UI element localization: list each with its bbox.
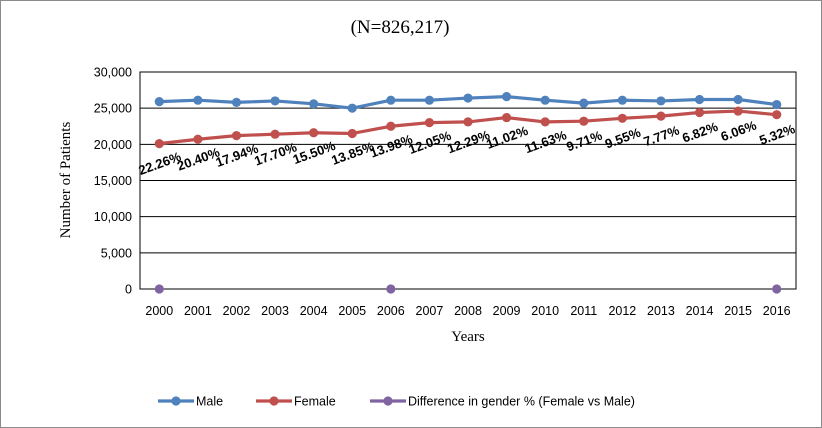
- data-point: [656, 111, 666, 121]
- data-point: [501, 112, 512, 123]
- data-point: [270, 96, 280, 106]
- y-tick-label: 25,000: [94, 102, 132, 116]
- difference-label: 9.55%: [603, 125, 643, 152]
- data-point: [309, 99, 319, 109]
- legend-item: Female: [256, 395, 336, 409]
- difference-label: 5.32%: [757, 121, 797, 148]
- data-point: [617, 113, 627, 123]
- x-tick-label: 2007: [416, 304, 444, 318]
- legend-swatch-marker: [269, 396, 279, 406]
- data-point: [656, 96, 666, 106]
- data-point: [347, 103, 357, 113]
- data-point: [193, 95, 203, 105]
- x-tick-label: 2005: [338, 304, 366, 318]
- data-point: [424, 95, 435, 105]
- y-axis-tick-labels: 0 5,000 10,000 15,000 20,000 25,000 30,000: [94, 66, 132, 297]
- x-axis-label: Years: [451, 329, 485, 345]
- data-point: [309, 128, 319, 138]
- x-tick-label: 2000: [145, 304, 173, 318]
- data-point: [540, 117, 550, 127]
- data-point: [617, 95, 627, 105]
- x-tick-label: 2008: [454, 304, 482, 318]
- data-point: [772, 99, 782, 110]
- data-point: [772, 110, 782, 120]
- series-2: [154, 284, 782, 294]
- data-point: [386, 95, 396, 105]
- legend-item: Difference in gender % (Female vs Male): [370, 395, 635, 409]
- y-axis-label: Number of Patients: [58, 122, 74, 239]
- chart-title: (N=826,217): [351, 17, 450, 38]
- y-tick-label: 15,000: [94, 174, 132, 188]
- legend-swatch-marker: [383, 396, 393, 406]
- series-0: [154, 91, 782, 113]
- y-tick-label: 0: [125, 283, 132, 297]
- series-lines: [154, 91, 782, 294]
- y-tick-label: 10,000: [94, 210, 132, 224]
- data-point: [463, 93, 473, 103]
- x-tick-label: 2014: [686, 304, 714, 318]
- legend-label: Female: [294, 395, 336, 409]
- data-point: [386, 121, 396, 131]
- difference-label: 11.63%: [523, 127, 569, 156]
- data-point: [154, 284, 164, 294]
- x-tick-label: 2009: [493, 304, 521, 318]
- data-point: [231, 97, 242, 107]
- legend-label: Difference in gender % (Female vs Male): [408, 395, 635, 409]
- y-tick-label: 5,000: [101, 246, 132, 260]
- x-axis-tick-labels: 2000 2001 2002 2003 2004 2005 2006 2007 2008 2009…: [145, 304, 790, 318]
- data-point: [694, 94, 705, 105]
- difference-label: 11.02%: [484, 123, 530, 152]
- data-point: [540, 95, 550, 105]
- data-point: [386, 284, 396, 294]
- series-1: [154, 106, 782, 149]
- data-point: [501, 91, 512, 102]
- plot-area-border: [139, 71, 797, 290]
- x-tick-label: 2015: [724, 304, 752, 318]
- data-point: [579, 98, 589, 108]
- data-point: [772, 284, 782, 294]
- x-tick-label: 2016: [763, 304, 791, 318]
- data-point: [694, 107, 705, 118]
- data-point: [231, 131, 242, 141]
- legend-swatch-marker: [171, 396, 181, 406]
- data-point: [424, 118, 435, 128]
- data-point: [733, 106, 743, 116]
- x-tick-label: 2006: [377, 304, 405, 318]
- data-point: [193, 134, 203, 144]
- legend: Male Female Difference in gender % (Female…: [158, 395, 635, 409]
- y-tick-label: 20,000: [94, 138, 132, 152]
- difference-label: 7.77%: [642, 122, 682, 149]
- difference-label: 6.06%: [719, 117, 759, 144]
- data-point: [463, 117, 473, 127]
- x-tick-label: 2012: [608, 304, 636, 318]
- x-tick-label: 2003: [261, 304, 289, 318]
- y-tick-label: 30,000: [94, 66, 132, 80]
- data-point: [270, 129, 280, 139]
- legend-label: Male: [196, 395, 223, 409]
- difference-annotations: 22.26%20.40%17.94%17.70%15.50%13.85%13.9…: [136, 117, 797, 178]
- x-tick-label: 2001: [184, 304, 212, 318]
- legend-item: Male: [158, 395, 223, 409]
- data-point: [154, 139, 164, 149]
- x-tick-label: 2011: [570, 304, 597, 318]
- data-point: [347, 128, 357, 139]
- data-point: [733, 94, 743, 105]
- difference-label: 9.71%: [564, 127, 604, 154]
- x-tick-label: 2013: [647, 304, 675, 318]
- data-point: [579, 116, 589, 126]
- difference-label: 6.82%: [680, 119, 720, 146]
- difference-label: 13.85%: [329, 139, 376, 168]
- x-tick-label: 2002: [223, 304, 251, 318]
- data-point: [154, 97, 164, 107]
- x-tick-label: 2004: [300, 304, 328, 318]
- x-tick-label: 2010: [531, 304, 559, 318]
